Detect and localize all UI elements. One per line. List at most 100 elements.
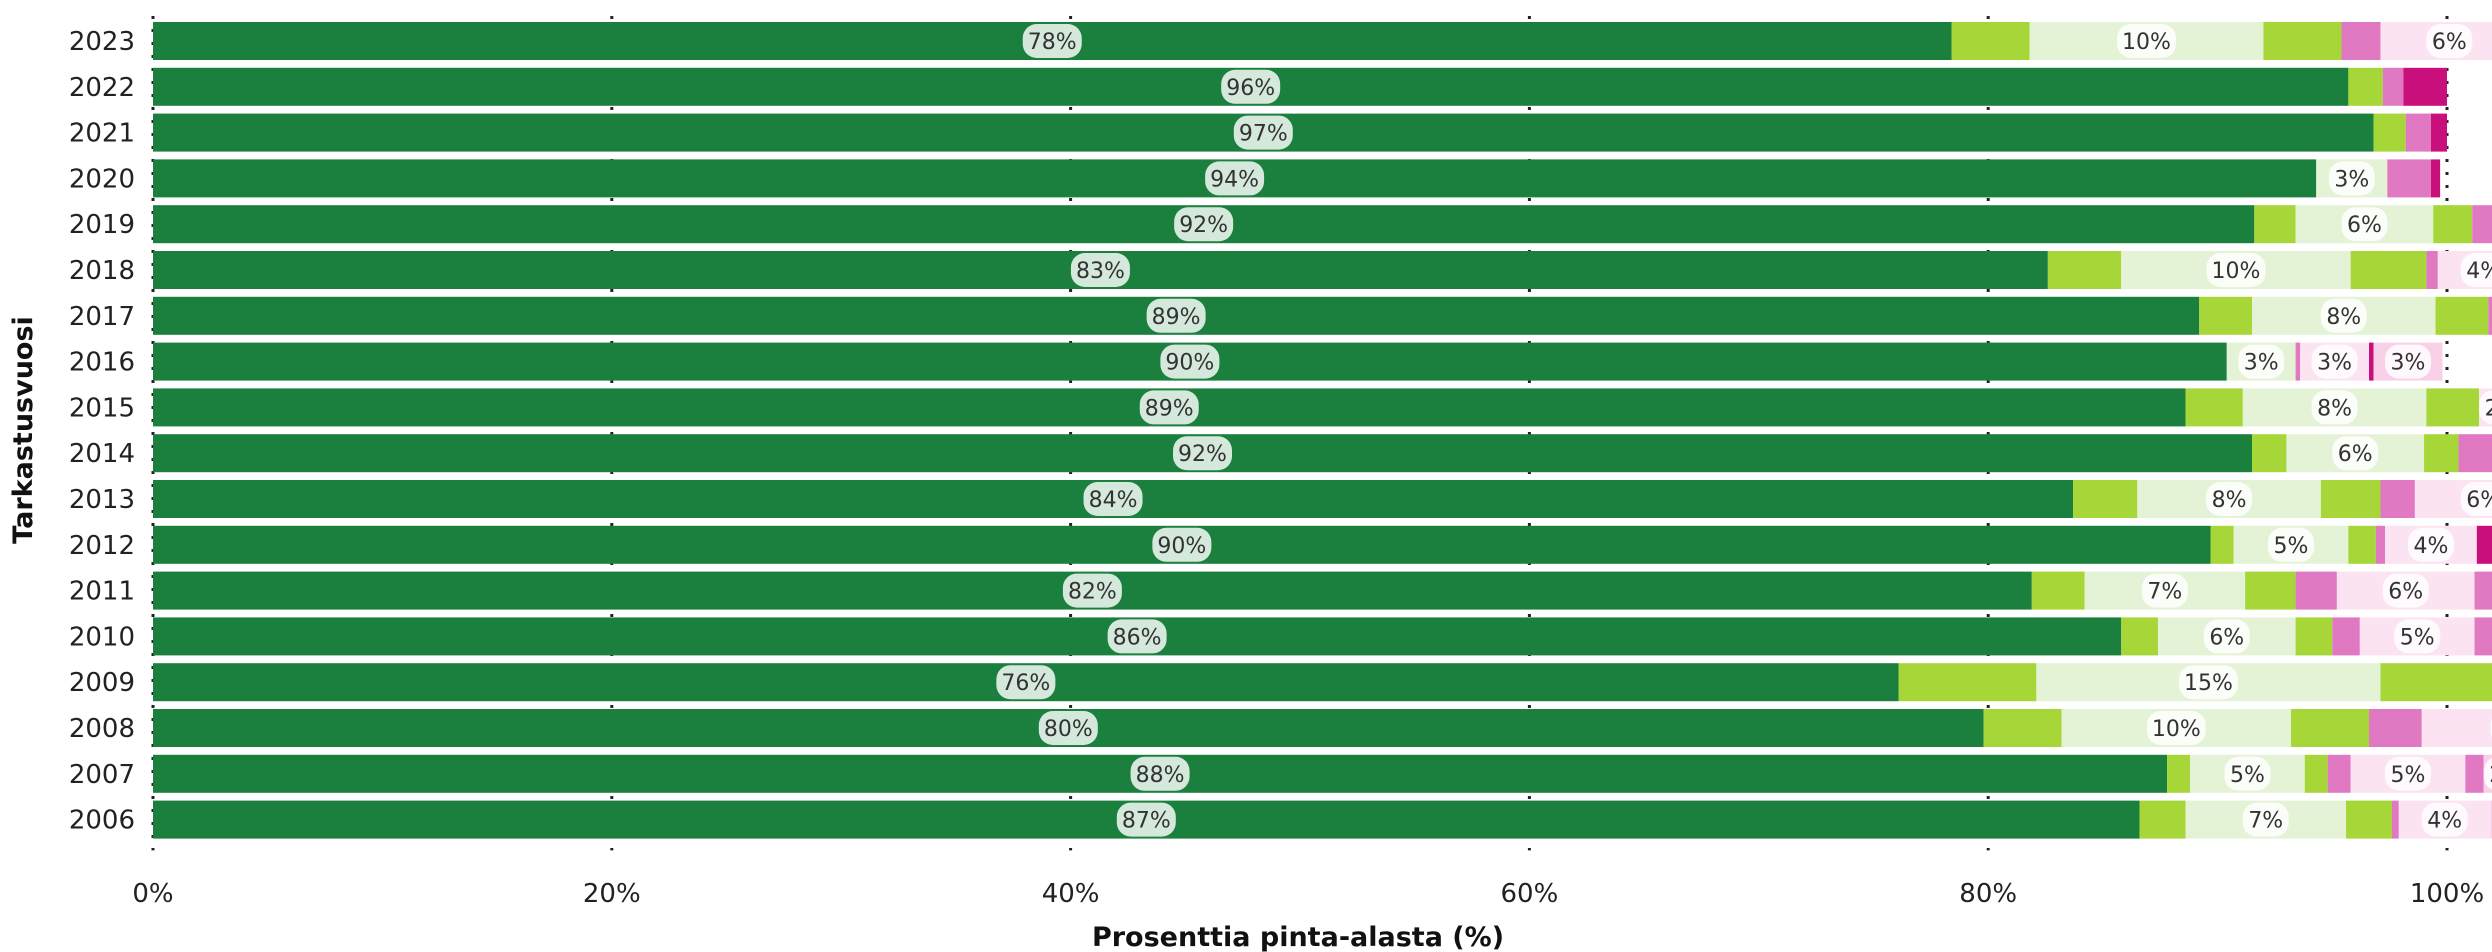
bar-segment [2373,113,2406,152]
y-tick-label: 2014 [69,439,135,469]
data-label: 6% [2341,207,2388,242]
y-tick-label: 2012 [69,531,135,561]
data-label-bg [1083,482,1143,516]
data-label-bg [1070,253,1130,287]
data-label: 6% [2426,24,2473,58]
data-label-text: 80% [1044,717,1093,742]
y-axis-ticks: 2023 2022 2021 2020 2019 2018 2017 2016 2015 2014… [69,27,135,836]
bar-segment [2295,571,2337,610]
x-tick-label: 60% [1501,879,1559,909]
data-label-bg [2483,757,2492,790]
data-label-text: 6% [2388,580,2423,605]
data-label-text: 3% [2334,167,2369,192]
data-label-bg [1160,344,1220,379]
bar-segment [2435,296,2489,335]
bar-segment [2403,67,2447,106]
bar-segment [2430,113,2447,152]
bar-segment [2291,709,2370,747]
data-label-text: 3% [2244,351,2279,376]
data-label: 86% [1107,619,1167,654]
bar-segment [2474,571,2492,610]
data-label-text: 90% [1165,351,1214,376]
data-label: 76% [996,665,1056,700]
data-label-text: 5% [2230,763,2265,788]
data-label-text: 8% [2326,305,2361,330]
data-label: 6% [2460,482,2492,516]
data-label-text: 90% [1157,534,1206,559]
bar-segment [2245,571,2296,610]
data-label-bg [2268,527,2315,562]
bar-area [153,22,2492,839]
data-label-bg [2224,756,2271,791]
data-label-bg [1205,161,1265,196]
data-label-text: 10% [2152,717,2201,742]
y-tick-label: 2021 [69,119,135,149]
data-label-text: 92% [1179,213,1228,238]
data-label-bg [2206,253,2266,287]
y-tick-label: 2018 [69,256,135,286]
data-label: 6% [2203,619,2250,654]
bar-segment [2031,571,2085,610]
data-label-bg [1174,207,1234,242]
data-label: 88% [1130,756,1190,791]
bar-segment [2465,754,2484,793]
data-label-bg [2479,390,2492,425]
y-tick-label: 2009 [69,668,135,698]
data-label-bg [2320,298,2367,333]
data-label: 94% [1205,161,1265,196]
x-axis-title: Prosenttia pinta-alasta (%) [1092,922,1504,952]
bar-segment [2295,617,2333,656]
data-label-text: 7% [2147,580,2182,605]
data-label-bg [2146,711,2206,745]
data-label-bg [2238,344,2285,379]
x-tick-label: 20% [583,879,641,909]
bar-segment [2458,434,2492,473]
data-label-bg [2426,24,2473,58]
data-label: 5% [2385,756,2432,791]
data-label-text: 86% [1113,625,1162,650]
data-label-bg [1152,527,1212,562]
y-tick-label: 2020 [69,164,135,194]
bar-segment [2047,251,2122,289]
data-label-text: 76% [1001,671,1050,696]
data-label: 3% [2328,161,2375,196]
data-label: 97% [1233,115,1293,150]
data-label: 92% [1173,436,1233,471]
data-label-text: 87% [1122,809,1171,834]
y-tick-label: 2011 [69,577,135,607]
data-label-text: 84% [1089,488,1138,513]
data-label-bg [2178,665,2238,700]
y-tick-label: 2022 [69,73,135,103]
data-label: 3% [2385,344,2432,379]
data-label: 89% [1139,390,1199,425]
data-label: 8% [2311,390,2358,425]
bar-segment [2430,159,2441,198]
bar-segment [2426,251,2438,289]
x-tick-label: 0% [132,879,173,909]
data-label: 4% [2421,802,2468,837]
data-label: 92% [1174,207,1234,242]
data-label: 3% [2311,344,2358,379]
bar-segment [2380,663,2492,702]
bar-segment [2210,525,2234,564]
data-label: 2% [2479,390,2492,425]
bar-segment [2472,205,2492,244]
data-label-bg [1173,436,1233,471]
data-label: 89% [1146,298,1206,333]
bar-segment [2375,525,2386,564]
y-tick-label: 2015 [69,393,135,423]
data-label-text: 2% [2489,763,2492,788]
data-label: 10% [2116,24,2176,58]
data-label-bg [2382,573,2429,608]
data-label: 84% [1083,482,1143,516]
x-tick-label: 80% [1959,879,2017,909]
bar-segment [2382,67,2404,106]
bar-segment [2476,525,2492,564]
data-label-bg [2394,619,2441,654]
y-tick-label: 2008 [69,714,135,744]
data-label-text: 10% [2122,30,2171,55]
data-label-text: 97% [1239,122,1288,147]
data-label-bg [2203,619,2250,654]
data-label-bg [1130,756,1190,791]
data-label-bg [2311,390,2358,425]
